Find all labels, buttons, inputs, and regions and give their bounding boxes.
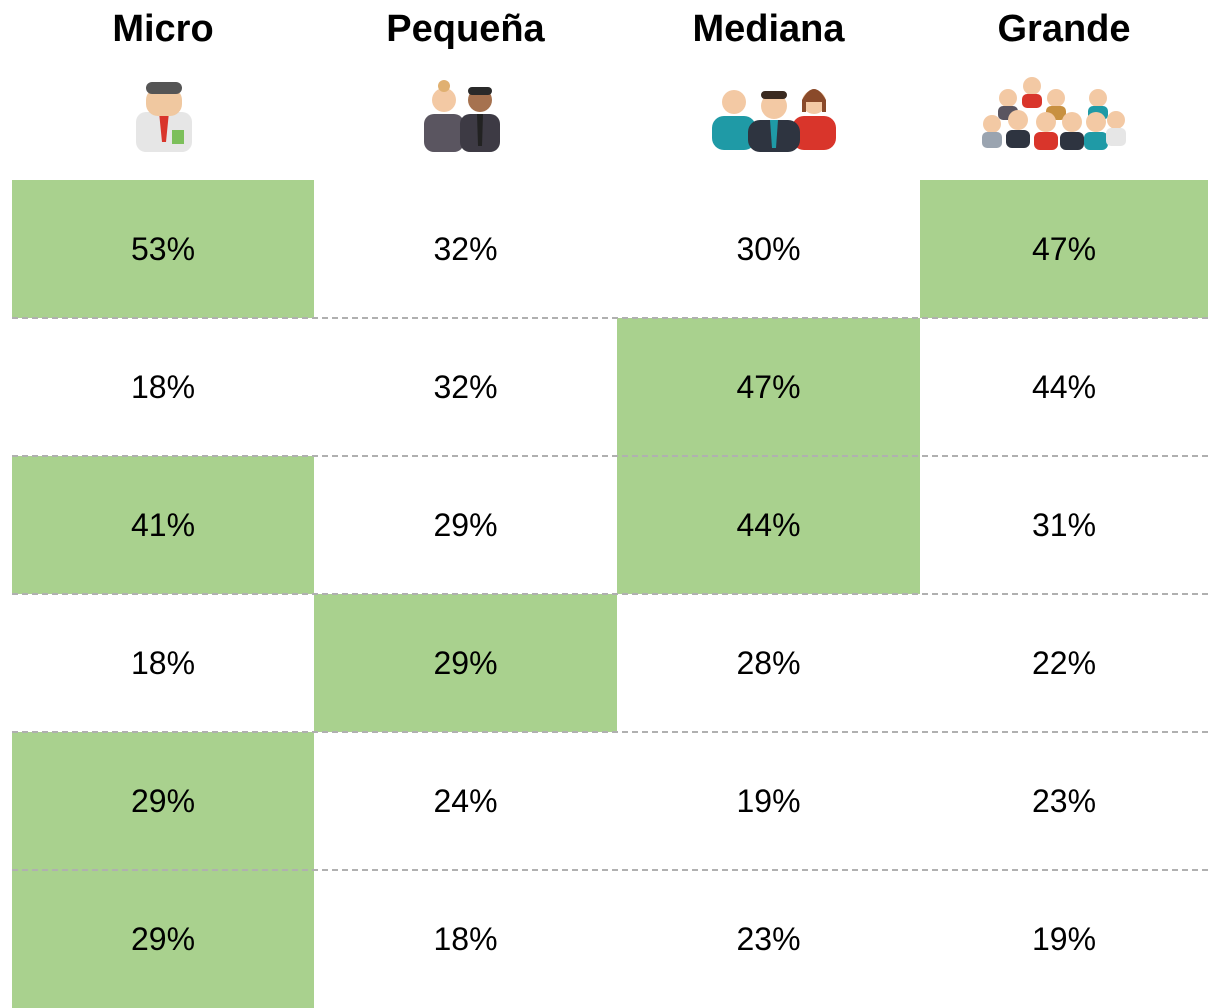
column-header: Mediana	[692, 8, 845, 50]
table-cell: 22%	[1031, 644, 1097, 681]
row-separator	[12, 731, 1208, 733]
table-cell: 19%	[1031, 920, 1097, 957]
icons	[136, 77, 1126, 152]
row-separator	[12, 593, 1208, 595]
table-cell: 44%	[617, 456, 920, 594]
table-cell: 18%	[433, 920, 498, 957]
icon-grande	[982, 77, 1126, 150]
column-header: Grande	[997, 8, 1131, 50]
table-cell: 29%	[433, 506, 498, 543]
table-cell: 47%	[617, 318, 920, 456]
table-cell: 29%	[12, 732, 314, 870]
table-cell: 32%	[433, 368, 498, 405]
table-cell: 28%	[736, 644, 801, 681]
table-cell: 24%	[433, 782, 498, 819]
table-cell: 29%	[12, 870, 314, 1008]
table-cell: 47%	[920, 180, 1208, 318]
column-header: Pequeña	[386, 8, 545, 50]
table-cell: 19%	[736, 782, 801, 819]
table-cell: 23%	[736, 920, 801, 957]
column-header: Micro	[112, 8, 214, 50]
table-cell: 32%	[433, 230, 498, 267]
table-cell: 23%	[1031, 782, 1097, 819]
row-separator	[12, 317, 1208, 319]
table-cell: 29%	[314, 594, 617, 732]
table-cell: 53%	[12, 180, 314, 318]
table-cell: 31%	[1031, 506, 1097, 543]
row-separator	[12, 869, 1208, 871]
row-separator	[12, 455, 1208, 457]
table-cell: 44%	[1031, 368, 1097, 405]
icon-mediana	[712, 89, 836, 152]
icon-pequena	[424, 80, 500, 152]
icon-micro	[136, 82, 192, 152]
table-cell: 18%	[130, 368, 196, 405]
table-cell: 30%	[736, 230, 801, 267]
table-cell: 41%	[12, 456, 314, 594]
table-cell: 18%	[130, 644, 196, 681]
